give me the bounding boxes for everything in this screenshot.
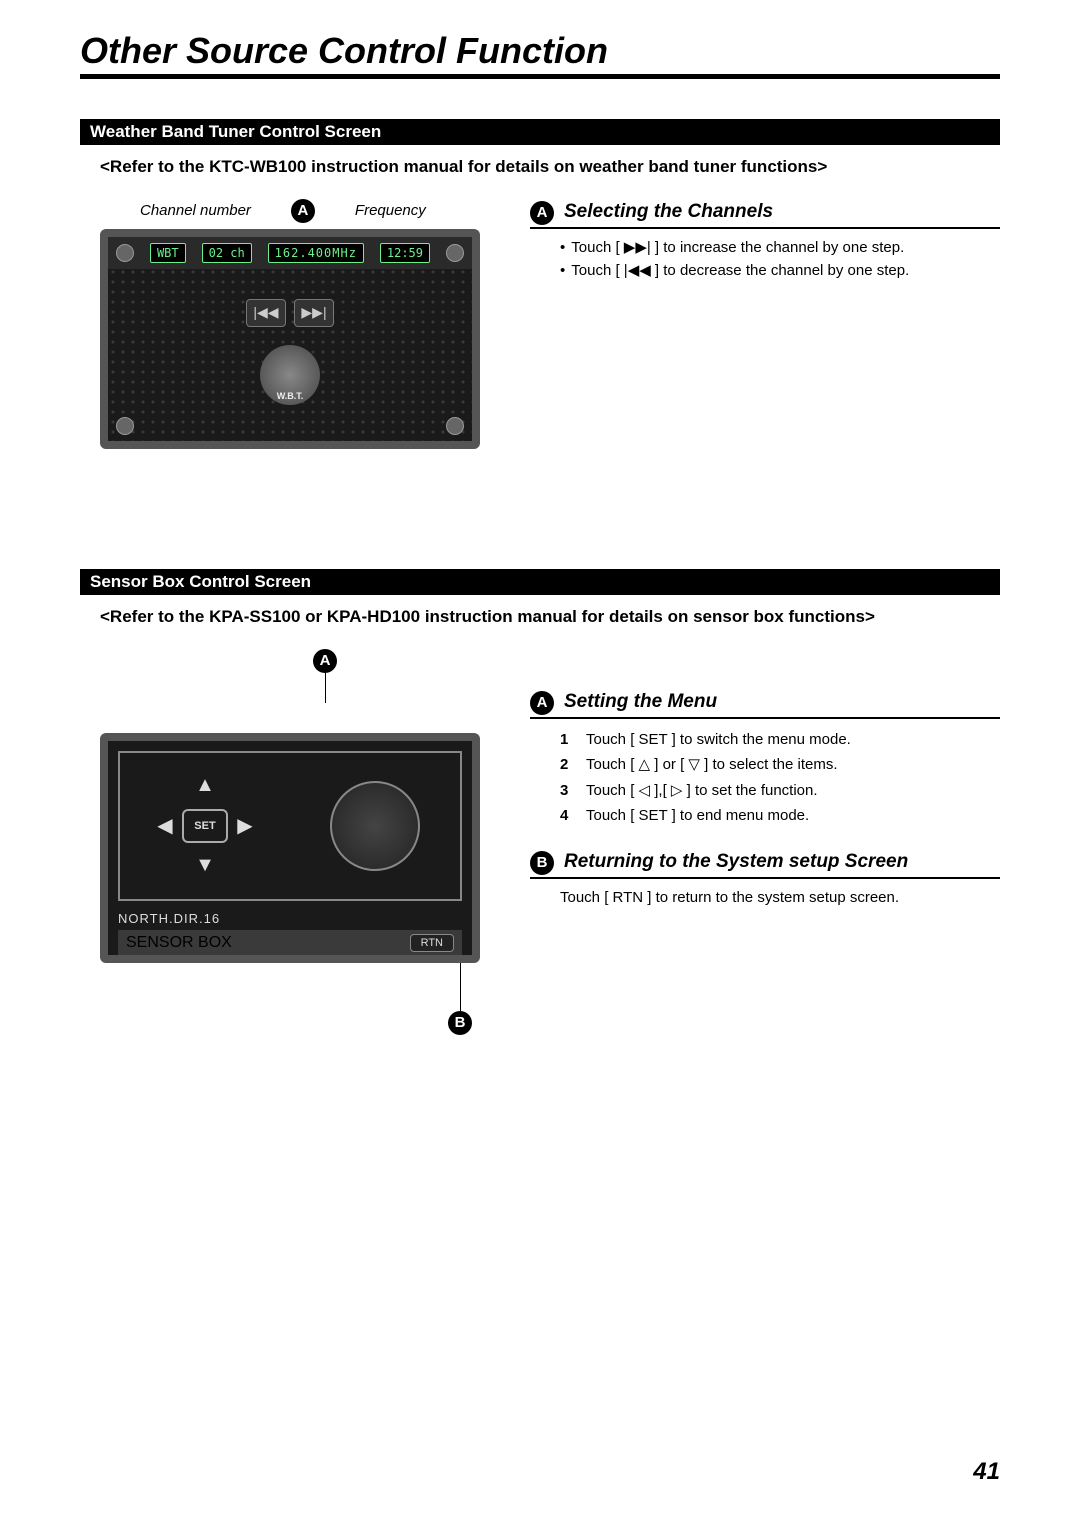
text-returning-setup: Touch [ RTN ] to return to the system se… [530,887,1000,908]
badge-b-returning: B [530,851,554,875]
sensor-instructions-column: A Setting the Menu 1Touch [ SET ] to swi… [530,649,1000,1035]
callout-badge-b-sensor: B [448,1011,472,1035]
heading-setting-menu: Setting the Menu [564,689,717,717]
wbt-instructions-column: A Selecting the Channels •Touch [ ▶▶| ] … [530,199,1000,449]
dpad-set-button[interactable]: SET [182,809,228,843]
wbt-emblem: W.B.T. [260,345,320,405]
sensor-screen: ▲ ▼ ◀ ▶ SET NORTH.DIR.16 SENSOR BOX RTN [100,733,480,963]
step-4: Touch [ SET ] to end menu mode. [586,803,809,829]
numbered-list-menu: 1Touch [ SET ] to switch the menu mode. … [530,727,1000,829]
badge-a-setting-menu: A [530,691,554,715]
heading-selecting-channels: Selecting the Channels [564,199,773,227]
rtn-button[interactable]: RTN [410,934,454,952]
section-subtitle-wbt: <Refer to the KTC-WB100 instruction manu… [80,155,1000,179]
direction-label: NORTH.DIR.16 [118,911,462,926]
page-number: 41 [973,1458,1000,1486]
dpad-down-button[interactable]: ▼ [190,851,220,881]
wbt-figure-column: Channel number A Frequency WBT 02 ch 162… [80,199,500,449]
sensor-box-label: SENSOR BOX [126,934,232,952]
badge-a-selecting: A [530,201,554,225]
lcd-frequency: 162.400MHz [268,243,364,263]
bullet-decrease: Touch [ |◀◀ ] to decrease the channel by… [571,260,909,281]
dpad-up-button[interactable]: ▲ [190,771,220,801]
callout-line-b [460,961,461,1011]
lcd-time: 12:59 [380,243,430,263]
section-weather-band: Weather Band Tuner Control Screen <Refer… [80,119,1000,449]
section-header-sensor: Sensor Box Control Screen [80,569,1000,595]
compass-icon [330,781,420,871]
callout-badge-a-sensor: A [313,649,337,673]
corner-button-bottom-right[interactable] [446,417,464,435]
step-2: Touch [ △ ] or [ ▽ ] to select the items… [586,752,838,778]
next-track-button[interactable]: ▶▶| [294,299,334,327]
corner-button-bottom-left[interactable] [116,417,134,435]
callout-frequency: Frequency [355,202,426,219]
bullet-list-channels: •Touch [ ▶▶| ] to increase the channel b… [530,237,1000,281]
corner-button-top-left[interactable] [116,244,134,262]
sensor-figure-column: A ▲ ▼ ◀ ▶ SET [80,649,500,1035]
section-sensor-box: Sensor Box Control Screen <Refer to the … [80,569,1000,1035]
prev-track-button[interactable]: |◀◀ [246,299,286,327]
step-3: Touch [ ◁ ],[ ▷ ] to set the function. [586,778,818,804]
corner-button-top-right[interactable] [446,244,464,262]
lcd-channel: 02 ch [202,243,252,263]
step-1: Touch [ SET ] to switch the menu mode. [586,727,851,753]
section-header-wbt: Weather Band Tuner Control Screen [80,119,1000,145]
callout-badge-a: A [291,199,315,223]
callout-channel-number: Channel number [140,202,251,219]
wbt-screen: WBT 02 ch 162.400MHz 12:59 |◀◀ ▶▶| W.B.T… [100,229,480,449]
section-subtitle-sensor: <Refer to the KPA-SS100 or KPA-HD100 ins… [80,605,1000,629]
callout-line-a [325,673,326,703]
dpad-left-button[interactable]: ◀ [150,811,180,841]
bullet-increase: Touch [ ▶▶| ] to increase the channel by… [571,237,904,258]
heading-returning-setup: Returning to the System setup Screen [564,849,908,877]
lcd-mode: WBT [150,243,186,263]
page-title: Other Source Control Function [80,30,1000,79]
dpad-right-button[interactable]: ▶ [230,811,260,841]
